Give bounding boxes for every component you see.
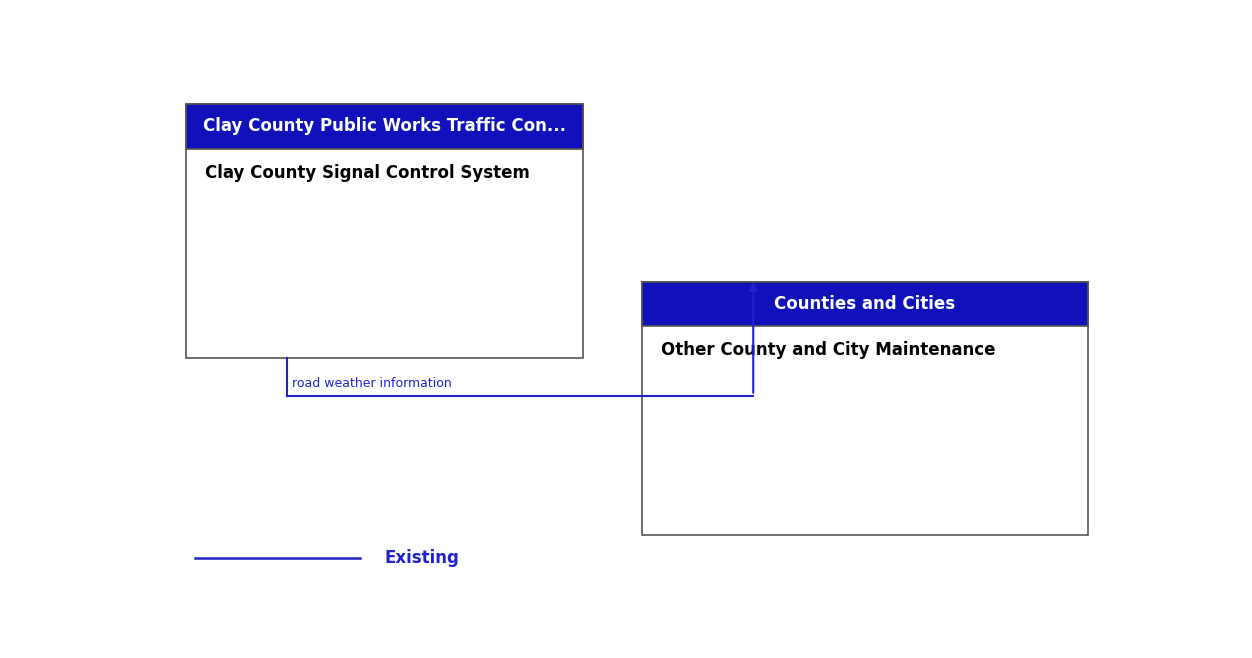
- Text: Other County and City Maintenance: Other County and City Maintenance: [661, 341, 995, 359]
- Text: Counties and Cities: Counties and Cities: [774, 295, 955, 313]
- Text: Clay County Public Works Traffic Con...: Clay County Public Works Traffic Con...: [203, 118, 566, 136]
- Text: Clay County Signal Control System: Clay County Signal Control System: [205, 164, 530, 182]
- Text: road weather information: road weather information: [292, 376, 452, 390]
- Bar: [185, 104, 583, 149]
- Bar: [641, 282, 1088, 326]
- Text: Existing: Existing: [384, 549, 459, 567]
- Bar: [185, 104, 583, 149]
- Bar: [641, 282, 1088, 535]
- Bar: [641, 282, 1088, 326]
- Bar: [185, 105, 583, 358]
